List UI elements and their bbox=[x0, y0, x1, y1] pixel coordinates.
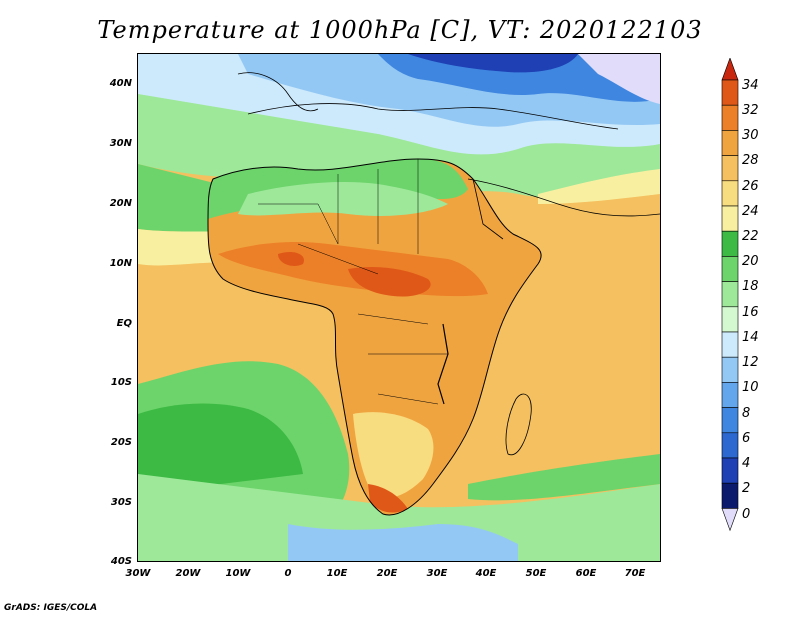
lon-label-10w: 10W bbox=[225, 568, 251, 579]
red-sea-coast bbox=[472, 178, 504, 240]
colorbar-segment bbox=[721, 205, 739, 232]
colorbar-segment bbox=[721, 382, 739, 408]
lon-label-30e: 30E bbox=[426, 568, 448, 579]
colorbar-segment bbox=[721, 407, 739, 434]
colorbar-label-8: 8 bbox=[742, 406, 751, 421]
colorbar-segment bbox=[721, 432, 739, 459]
colorbar-label-26: 26 bbox=[742, 179, 759, 194]
indian-south-field bbox=[468, 454, 660, 501]
lon-label-30w: 30W bbox=[125, 568, 151, 579]
lon-label-10e: 10E bbox=[326, 568, 348, 579]
colorbar-segment bbox=[721, 230, 739, 257]
credit-text: GrADS: IGES/COLA bbox=[4, 603, 98, 613]
colorbar-segment-bottom bbox=[721, 508, 739, 532]
lon-label-50e: 50E bbox=[525, 568, 547, 579]
europe-cold-field bbox=[408, 54, 578, 73]
colorbar-segment bbox=[721, 356, 739, 383]
map-title: Temperature at 1000hPa [C], VT: 20201221… bbox=[97, 16, 703, 44]
lat-label-20n: 20N bbox=[109, 198, 132, 209]
africa-coastline bbox=[207, 158, 542, 516]
lon-label-20e: 20E bbox=[376, 568, 398, 579]
central-hot-field bbox=[348, 267, 431, 297]
temperature-map bbox=[137, 53, 661, 562]
lon-label-20w: 20W bbox=[175, 568, 201, 579]
lat-label-20s: 20S bbox=[110, 437, 132, 448]
mediterranean-coast bbox=[247, 103, 619, 130]
mediterranean-field bbox=[378, 54, 660, 102]
colorbar-segment bbox=[721, 256, 739, 282]
colorbar-segment bbox=[721, 482, 739, 509]
country-borders bbox=[258, 159, 448, 405]
colorbar-segment bbox=[721, 130, 739, 156]
lon-label-70e: 70E bbox=[624, 568, 646, 579]
colorbar-segment bbox=[721, 331, 739, 358]
colorbar-label-32: 32 bbox=[742, 103, 759, 118]
lon-label-60e: 60E bbox=[575, 568, 597, 579]
arabia-coastline bbox=[467, 178, 660, 217]
colorbar-segment bbox=[721, 457, 739, 484]
lat-label-10s: 10S bbox=[110, 377, 132, 388]
colorbar-label-24: 24 bbox=[742, 204, 759, 219]
colorbar-label-0: 0 bbox=[742, 507, 751, 522]
colorbar-segment bbox=[721, 79, 739, 106]
colorbar-segment bbox=[721, 155, 739, 182]
colorbar-label-28: 28 bbox=[742, 153, 759, 168]
colorbar-segment bbox=[721, 281, 739, 308]
southern-cold-field bbox=[288, 524, 518, 561]
colorbar-label-14: 14 bbox=[742, 330, 759, 345]
colorbar bbox=[721, 58, 739, 532]
southern-africa-field bbox=[353, 412, 434, 499]
sahara-core-field bbox=[238, 182, 448, 216]
colorbar-segment bbox=[721, 306, 739, 333]
madagascar bbox=[505, 393, 532, 456]
colorbar-label-2: 2 bbox=[742, 481, 751, 496]
arabian-sea-field bbox=[538, 169, 660, 204]
rift-lakes bbox=[437, 323, 449, 405]
colorbar-label-34: 34 bbox=[742, 78, 759, 93]
colorbar-segment-top bbox=[721, 58, 739, 81]
lon-label-0: 0 bbox=[284, 568, 292, 579]
colorbar-label-12: 12 bbox=[742, 355, 759, 370]
lowest-temp-field bbox=[578, 54, 660, 104]
colorbar-label-18: 18 bbox=[742, 279, 759, 294]
lat-label-30s: 30S bbox=[110, 497, 132, 508]
colorbar-label-6: 6 bbox=[742, 431, 751, 446]
lat-label-40s: 40S bbox=[110, 556, 132, 567]
colorbar-label-4: 4 bbox=[742, 456, 751, 471]
colorbar-label-10: 10 bbox=[742, 380, 759, 395]
colorbar-label-16: 16 bbox=[742, 305, 759, 320]
colorbar-label-22: 22 bbox=[742, 229, 759, 244]
lat-label-30n: 30N bbox=[109, 138, 132, 149]
colorbar-segment bbox=[721, 180, 739, 207]
colorbar-label-30: 30 bbox=[742, 128, 759, 143]
colorbar-segment bbox=[721, 104, 739, 131]
colorbar-label-20: 20 bbox=[742, 254, 759, 269]
lon-label-40e: 40E bbox=[475, 568, 497, 579]
lat-label-eq: EQ bbox=[116, 318, 132, 329]
map-canvas bbox=[138, 54, 660, 561]
south-atlantic-core-field bbox=[138, 403, 303, 494]
west-hot-field bbox=[278, 252, 304, 266]
iberia-coast bbox=[237, 72, 319, 112]
cape-hot-field bbox=[368, 484, 408, 513]
lat-label-10n: 10N bbox=[109, 258, 132, 269]
southern-ocean-field bbox=[138, 474, 660, 561]
lat-label-40n: 40N bbox=[109, 78, 132, 89]
